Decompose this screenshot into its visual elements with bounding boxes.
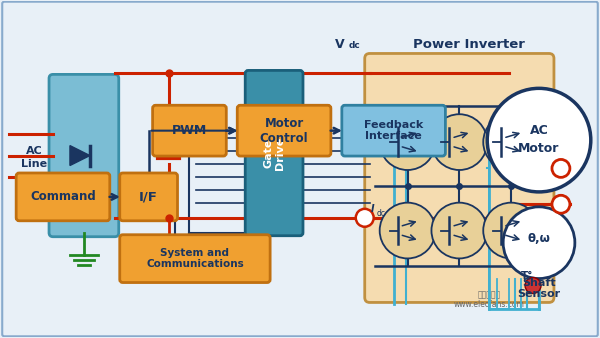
FancyBboxPatch shape [365,53,554,303]
FancyBboxPatch shape [237,105,331,156]
Circle shape [356,209,374,227]
Text: Motor: Motor [518,142,560,154]
Text: I/F: I/F [139,190,158,203]
FancyBboxPatch shape [120,173,178,221]
FancyBboxPatch shape [245,70,303,236]
Text: Motor
Control: Motor Control [260,117,308,145]
Text: System and
Communications: System and Communications [146,248,244,269]
Circle shape [552,195,570,213]
Circle shape [503,207,575,279]
Circle shape [483,114,539,170]
Text: I: I [371,204,374,214]
Circle shape [431,203,487,259]
Text: dc: dc [349,42,361,50]
FancyBboxPatch shape [120,235,270,283]
Text: θ,ω: θ,ω [527,232,550,245]
Circle shape [487,88,591,192]
Text: Feedback
Interface: Feedback Interface [364,120,423,142]
Text: PWM: PWM [172,124,207,137]
FancyBboxPatch shape [49,74,119,237]
Circle shape [525,277,541,293]
FancyBboxPatch shape [342,105,445,156]
Text: Line: Line [21,159,47,169]
Circle shape [380,203,436,259]
Text: dc: dc [377,209,386,218]
Circle shape [552,160,570,177]
Text: 电子发烧友
www.elecfans.com: 电子发烧友 www.elecfans.com [454,290,524,309]
Circle shape [380,114,436,170]
FancyBboxPatch shape [152,105,226,156]
Text: T°: T° [521,270,533,281]
Text: AC: AC [530,124,548,137]
Text: Gate
Drive: Gate Drive [263,137,285,170]
Circle shape [431,114,487,170]
Polygon shape [70,146,90,166]
Text: V: V [335,38,344,51]
Text: Shaft
Sensor: Shaft Sensor [517,278,560,299]
Text: AC: AC [26,146,43,155]
Text: Command: Command [30,190,96,203]
Circle shape [483,203,539,259]
FancyBboxPatch shape [16,173,110,221]
Text: Power Inverter: Power Inverter [413,38,525,51]
